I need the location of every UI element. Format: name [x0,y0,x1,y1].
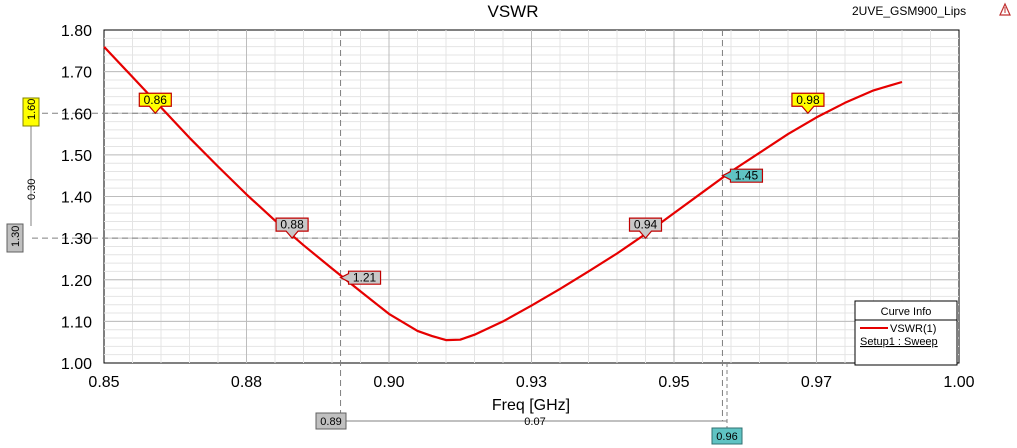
legend-subtitle: Setup1 : Sweep [860,336,938,348]
marker-label: 0.88 [280,218,304,232]
x-tick-label: 0.95 [658,374,689,391]
delta-x-left-label: 0.89 [320,416,341,428]
marker-label: 1.45 [735,169,759,183]
y-tick-label: 1.40 [61,190,92,207]
delta-x-right-label: 0.96 [716,431,737,443]
y-axis: 1.00 1.10 1.20 1.30 1.40 1.50 1.60 1.70 1.80 [61,23,92,373]
delta-x-value: 0.07 [524,416,545,428]
y-tick-label: 1.00 [61,356,92,373]
y-tick-label: 1.60 [61,106,92,123]
x-tick-label: 0.97 [801,374,832,391]
legend-entry: VSWR(1) [890,323,936,335]
x-tick-label: 0.93 [516,374,547,391]
chart-title: VSWR [488,2,539,21]
marker-label: 1.21 [353,271,377,285]
reference-lines [32,30,959,421]
y-tick-label: 1.50 [61,148,92,165]
delta-y-bottom-box [6,223,24,253]
delta-y-indicator: 1.60 0.30 1.30 [6,97,40,253]
delta-y-top-box [22,97,40,127]
delta-y-value: 0.30 [26,179,38,200]
x-axis-label: Freq [GHz] [492,397,570,414]
y-tick-label: 1.70 [61,65,92,82]
delta-x-indicator: 0.89 0.07 0.96 [315,363,743,445]
y-tick-label: 1.10 [61,314,92,331]
marker-layer: 0.86 0.88 1.21 0.94 1.45 0.98 [138,92,825,285]
x-tick-label: 0.85 [88,374,119,391]
marker-label: 0.86 [144,93,168,107]
x-tick-label: 0.90 [373,374,404,391]
y-tick-label: 1.20 [61,273,92,290]
legend-title: Curve Info [881,306,932,318]
marker-0.98[interactable]: 0.98 [791,92,825,115]
app-logo-icon [999,2,1011,16]
x-tick-label: 1.00 [943,374,974,391]
marker-1.21[interactable]: 1.21 [339,270,382,285]
marker-label: 0.94 [634,218,658,232]
series-layer [103,45,903,342]
marker-0.94[interactable]: 0.94 [628,217,663,240]
marker-1.45[interactable]: 1.45 [721,168,764,183]
marker-label: 0.98 [796,93,820,107]
marker-0.86[interactable]: 0.86 [138,92,172,115]
delta-x-right-box [711,427,743,445]
x-tick-label: 0.88 [231,374,262,391]
delta-x-left-box [315,412,347,430]
design-name: 2UVE_GSM900_Lips [852,4,966,18]
delta-y-top-label: 1.60 [26,99,38,120]
x-axis: 0.85 0.88 0.90 0.93 0.95 0.97 1.00 [88,374,974,391]
y-tick-label: 1.30 [61,231,92,248]
delta-y-bottom-label: 1.30 [10,226,22,247]
marker-0.88[interactable]: 0.88 [275,217,309,240]
legend[interactable]: Curve Info VSWR(1) Setup1 : Sweep [854,300,958,366]
y-tick-label: 1.80 [61,23,92,40]
series-line-vswr [103,45,903,342]
